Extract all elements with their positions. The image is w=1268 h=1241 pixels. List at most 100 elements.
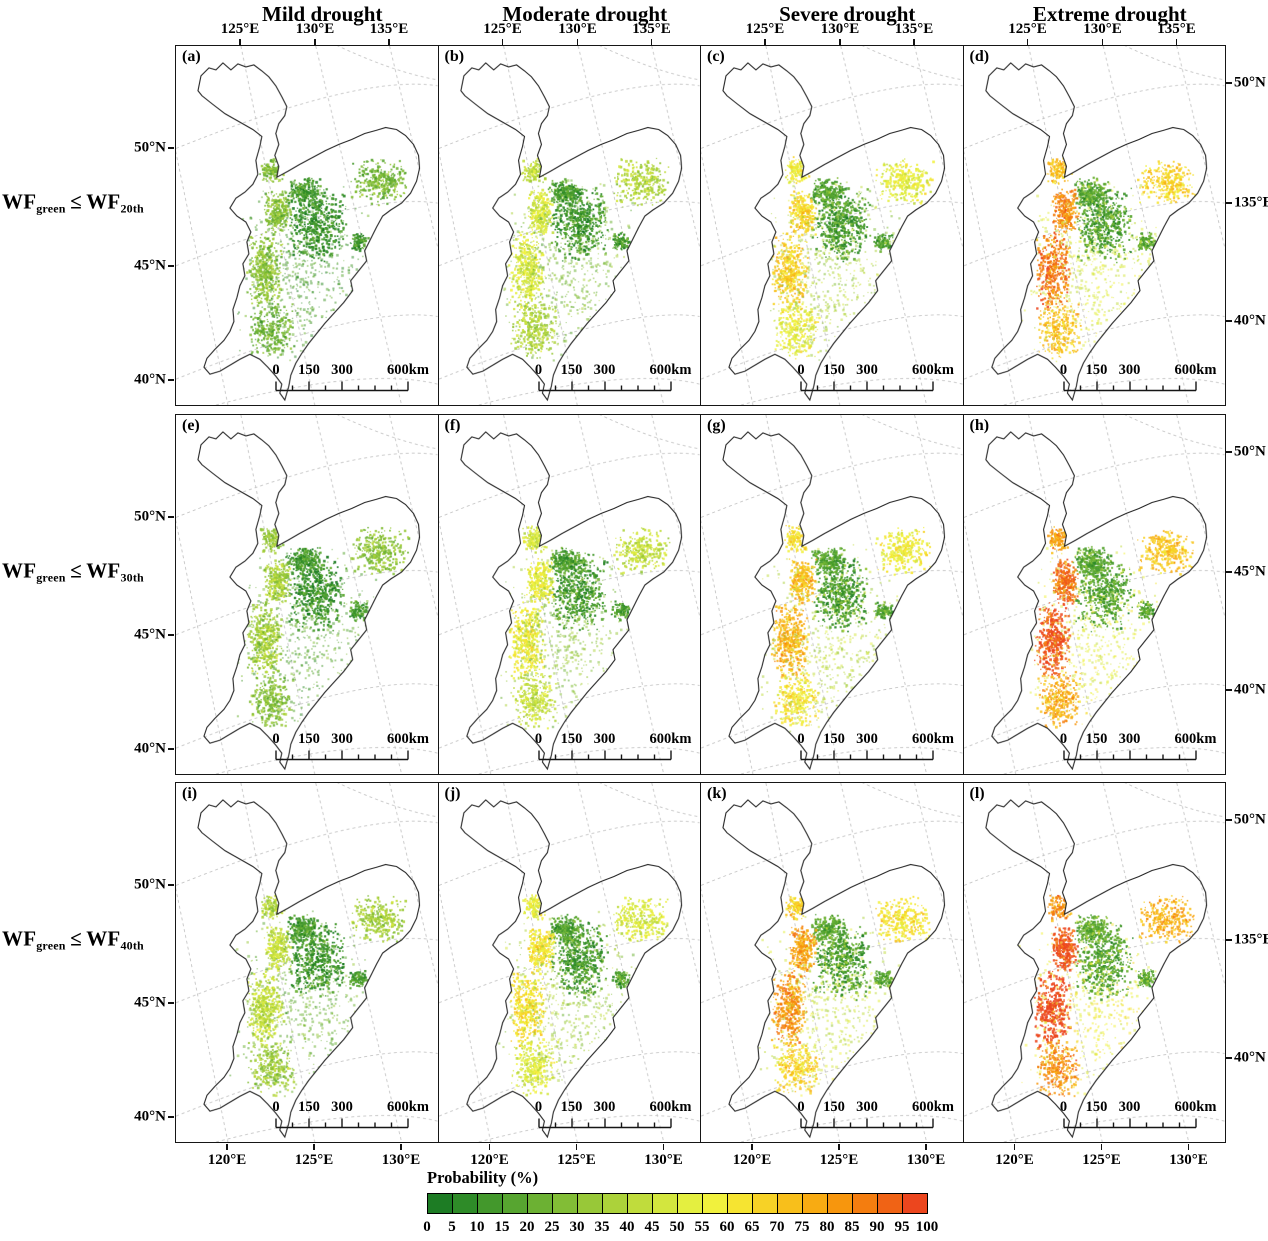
bottom-axis-tick: [488, 1144, 491, 1150]
scalebar-label-150: 150: [298, 731, 320, 747]
bottom-axis-tick: [838, 1144, 840, 1150]
left-axis-label: 50°N: [134, 508, 166, 525]
map-panel-h: (h) 0 150 300 600km: [962, 414, 1226, 775]
colorbar-segment-4: [527, 1193, 553, 1214]
row-label-part: 40th: [120, 938, 144, 953]
left-axis-label: 45°N: [134, 626, 166, 643]
colorbar-tick-label: 80: [819, 1219, 835, 1235]
scalebar-label-300: 300: [593, 731, 616, 747]
panel-letter: (g): [707, 417, 726, 434]
scale-bar: 0 150 300 600km: [268, 731, 429, 765]
row-label-part: ≤: [65, 189, 87, 214]
row-label-part: ≤: [65, 926, 87, 951]
colorbar-segment-5: [552, 1193, 578, 1214]
right-axis-label: 50°N: [1234, 74, 1266, 91]
top-axis-tick: [1175, 39, 1178, 45]
bottom-axis-tick: [575, 1144, 578, 1150]
colorbar-tick-label: 20: [519, 1219, 535, 1235]
top-axis-label: 125°E: [483, 21, 522, 37]
colorbar-tick-label: 70: [769, 1219, 785, 1235]
map-panel-i: (i) 0 150 300 600km: [175, 782, 439, 1143]
colorbar-segment-1: [452, 1193, 478, 1214]
scalebar-ruler: [537, 1118, 672, 1129]
scalebar-ruler: [537, 381, 672, 392]
bottom-axis-tick: [751, 1144, 753, 1150]
panel-letter: (d): [969, 48, 990, 65]
scalebar-ruler: [275, 1118, 409, 1129]
right-axis-tick: [1225, 202, 1232, 204]
top-axis-tick: [913, 39, 915, 45]
scalebar-label-150: 150: [823, 362, 845, 378]
scalebar-label-300: 300: [856, 731, 878, 747]
scale-bar: 0 150 300 600km: [1056, 1099, 1216, 1133]
map-panel-d: (d) 0 150 300 600km: [962, 45, 1226, 406]
scalebar-label-150: 150: [560, 731, 583, 747]
right-axis-label: 40°N: [1234, 1049, 1266, 1066]
left-axis-tick: [168, 634, 174, 636]
row-label-part: 20th: [120, 201, 144, 216]
map-canvas: [701, 783, 963, 1142]
column-title-4: Extreme drought: [1032, 2, 1187, 26]
colorbar-tick-label: 50: [669, 1219, 685, 1235]
scalebar-ruler: [537, 750, 672, 761]
scale-bar: 0 150 300 600km: [531, 1099, 691, 1133]
top-axis-tick: [764, 39, 766, 45]
map-canvas: [176, 783, 438, 1142]
row-label-part: green: [36, 201, 66, 216]
panel-letter: (c): [707, 48, 725, 65]
scalebar-label-300: 300: [593, 1099, 616, 1115]
bottom-axis-tick: [226, 1144, 228, 1150]
colorbar-segment-10: [677, 1193, 703, 1214]
scalebar-label-600: 600km: [1174, 731, 1217, 747]
row-label-part: WF: [2, 189, 37, 214]
map-canvas: [176, 415, 438, 774]
colorbar-tick-label: 75: [794, 1219, 810, 1235]
panel-letter: (a): [182, 48, 201, 65]
column-title-2: Moderate drought: [502, 2, 668, 26]
row-label-part: WF: [86, 189, 121, 214]
scalebar-label-0: 0: [797, 731, 805, 747]
scalebar-ruler: [1062, 750, 1197, 761]
colorbar-tick-label: 65: [744, 1219, 760, 1235]
left-axis-label: 40°N: [134, 1108, 166, 1125]
panel-letter: (l): [969, 785, 985, 802]
bottom-axis-label: 130°E: [1169, 1152, 1208, 1168]
left-axis-label: 50°N: [134, 139, 166, 156]
row-label-part: WF: [2, 926, 37, 951]
right-axis-tick: [1225, 1057, 1232, 1059]
colorbar-segment-7: [602, 1193, 628, 1214]
colorbar-tick-label: 45: [644, 1219, 660, 1235]
top-axis-label: 135°E: [369, 21, 409, 37]
row-label-part: 30th: [120, 570, 144, 585]
scalebar-label-300: 300: [1118, 1099, 1141, 1115]
left-axis-tick: [168, 516, 174, 518]
scalebar-label-0: 0: [272, 362, 280, 378]
scalebar-label-0: 0: [534, 362, 543, 378]
scalebar-label-0: 0: [272, 731, 280, 747]
scalebar-ruler: [800, 1118, 934, 1129]
top-axis-tick: [239, 39, 241, 45]
top-axis-label: 125°E: [220, 21, 260, 37]
colorbar: [427, 1193, 928, 1214]
bottom-axis-tick: [925, 1144, 927, 1150]
row-label-part: green: [36, 938, 66, 953]
bottom-axis-label: 125°E: [1082, 1152, 1121, 1168]
bottom-axis-label: 130°E: [906, 1152, 946, 1168]
colorbar-segment-8: [627, 1193, 653, 1214]
top-axis-tick: [839, 39, 841, 45]
map-panel-f: (f) 0 150 300 600km: [437, 414, 701, 775]
scalebar-label-0: 0: [797, 362, 805, 378]
map-canvas: [701, 415, 963, 774]
row-label-3: WFgreen ≤ WF40th: [2, 927, 144, 954]
right-axis-label: 50°N: [1234, 443, 1266, 460]
bottom-axis-label: 120°E: [470, 1152, 509, 1168]
scalebar-ruler: [800, 381, 934, 392]
colorbar-segment-13: [752, 1193, 778, 1214]
scalebar-label-0: 0: [1059, 1099, 1068, 1115]
map-panel-k: (k) 0 150 300 600km: [700, 782, 964, 1143]
colorbar-tick-label: 60: [719, 1219, 735, 1235]
scalebar-label-300: 300: [856, 362, 878, 378]
left-axis-label: 45°N: [134, 257, 166, 274]
bottom-axis-tick: [313, 1144, 315, 1150]
row-label-part: WF: [2, 558, 37, 583]
